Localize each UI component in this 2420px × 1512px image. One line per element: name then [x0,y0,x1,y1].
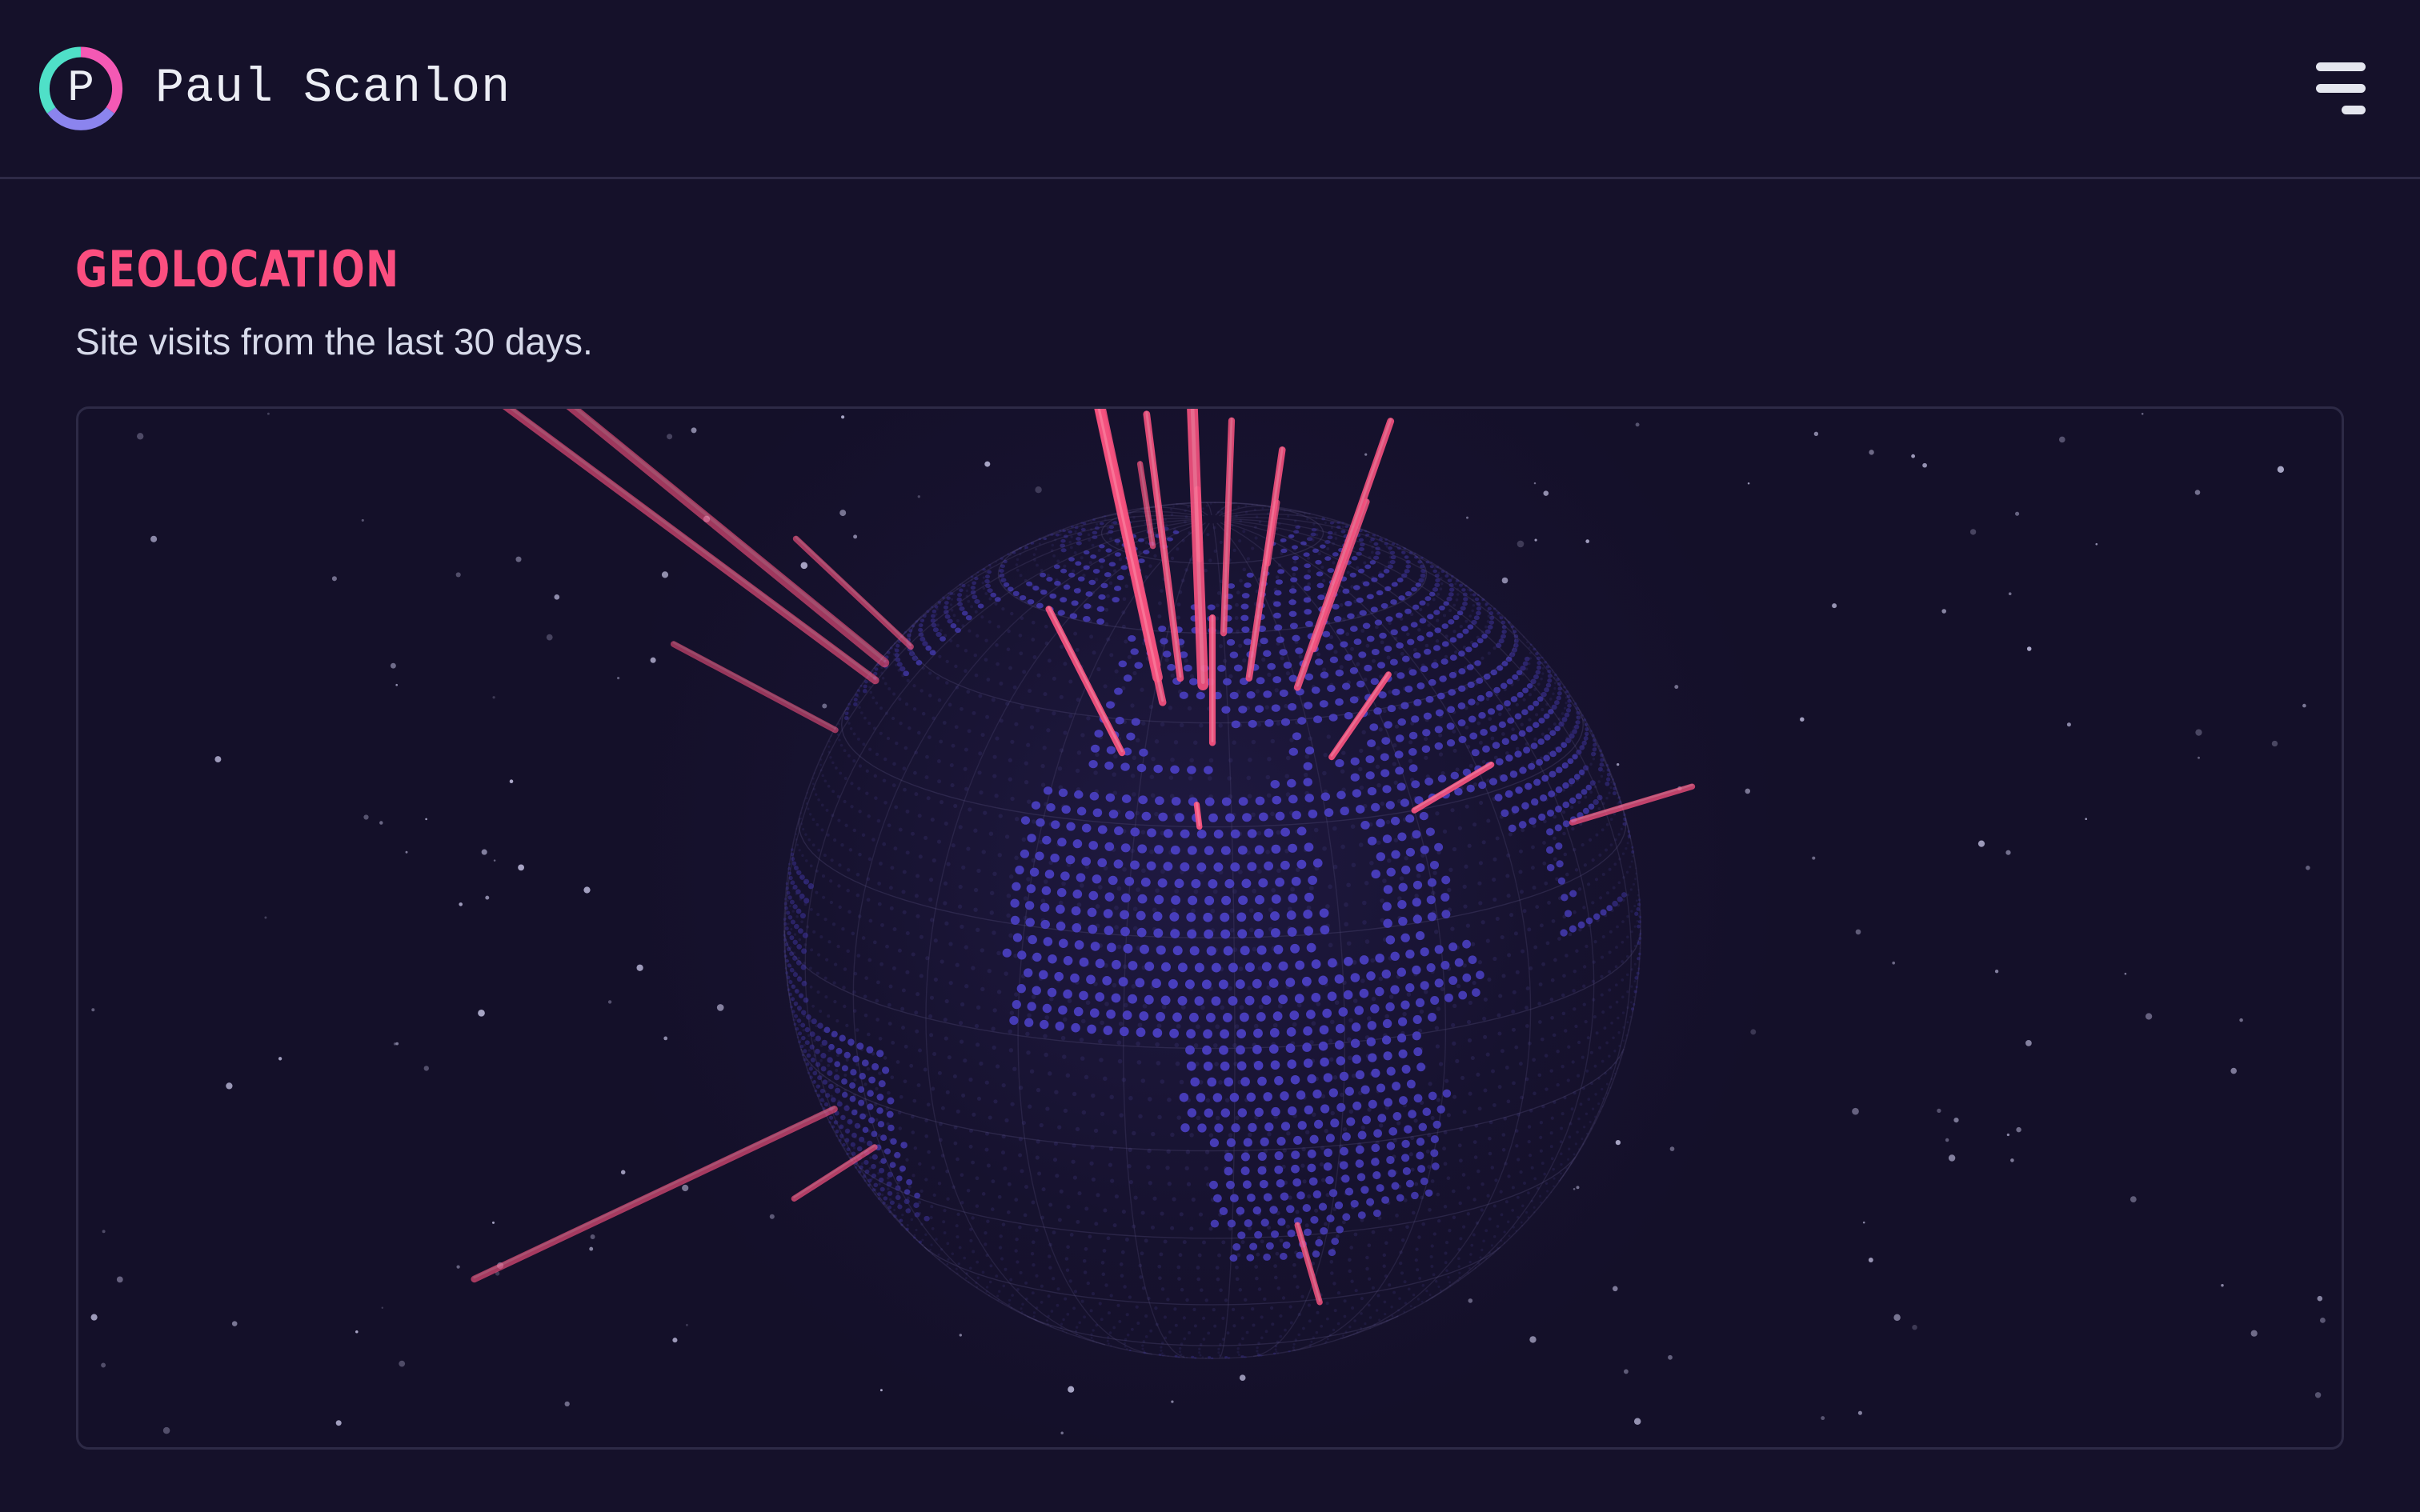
logo-letter: P [67,62,94,114]
site-header: P Paul Scanlon [0,0,2420,179]
globe-graticule [783,502,1641,1359]
globe-svg [90,409,2326,1435]
menu-line-1 [2316,62,2366,71]
globe-card [76,406,2344,1450]
menu-line-2 [2316,84,2366,93]
page-content: GEOLOCATION Site visits from the last 30… [0,179,2420,1512]
page-title: GEOLOCATION [75,240,400,298]
globe-visualization[interactable] [78,409,2342,1447]
star-field [90,412,2326,1435]
page-subtitle: Site visits from the last 30 days. [75,321,593,362]
donut-ring-logo[interactable]: P [37,45,125,133]
brand[interactable]: P Paul Scanlon [37,45,511,133]
menu-line-3 [2342,106,2366,114]
hamburger-menu-icon[interactable] [2300,53,2372,125]
brand-name: Paul Scanlon [155,61,511,116]
donut-ring-icon [38,46,123,130]
globe-landmasses [783,515,1642,1359]
visit-bars [471,409,1696,1306]
